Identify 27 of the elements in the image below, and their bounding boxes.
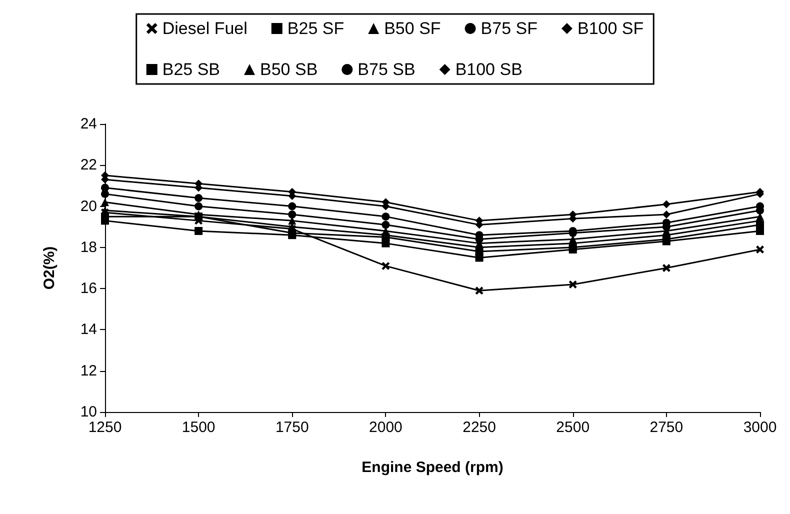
y-tick-label: 22: [80, 156, 97, 174]
y-tick-label: 18: [80, 238, 97, 256]
x-tick-label: 1250: [88, 419, 122, 436]
x-tick-label: 2500: [556, 419, 590, 436]
x-tick-label: 2750: [650, 419, 684, 436]
legend-label: B100 SB: [455, 60, 522, 79]
legend-label: Diesel Fuel: [162, 19, 248, 38]
legend-label: B25 SB: [162, 60, 220, 79]
legend-label: B50 SB: [260, 60, 318, 79]
legend-label: B25 SF: [287, 19, 344, 38]
x-axis-title: Engine Speed (rpm): [362, 459, 504, 476]
x-tick-label: 2250: [462, 419, 496, 436]
y-axis-title: O2(%): [41, 246, 58, 290]
y-tick-label: 24: [80, 116, 97, 132]
x-tick-label: 1750: [275, 419, 309, 436]
y-tick-label: 16: [80, 280, 97, 298]
x-tick-label: 1500: [182, 419, 216, 436]
y-tick-label: 20: [80, 198, 97, 215]
legend-label: B75 SF: [480, 19, 538, 38]
legend-label: B75 SB: [358, 60, 416, 79]
x-tick-label: 3000: [743, 419, 777, 436]
y-tick-label: 14: [80, 321, 97, 338]
y-tick-label: 12: [80, 362, 97, 380]
legend-label: B50 SF: [384, 19, 441, 38]
y-tick-label: 10: [80, 404, 97, 420]
legend-label: B100 SF: [577, 19, 644, 38]
x-tick-label: 2000: [369, 419, 402, 436]
